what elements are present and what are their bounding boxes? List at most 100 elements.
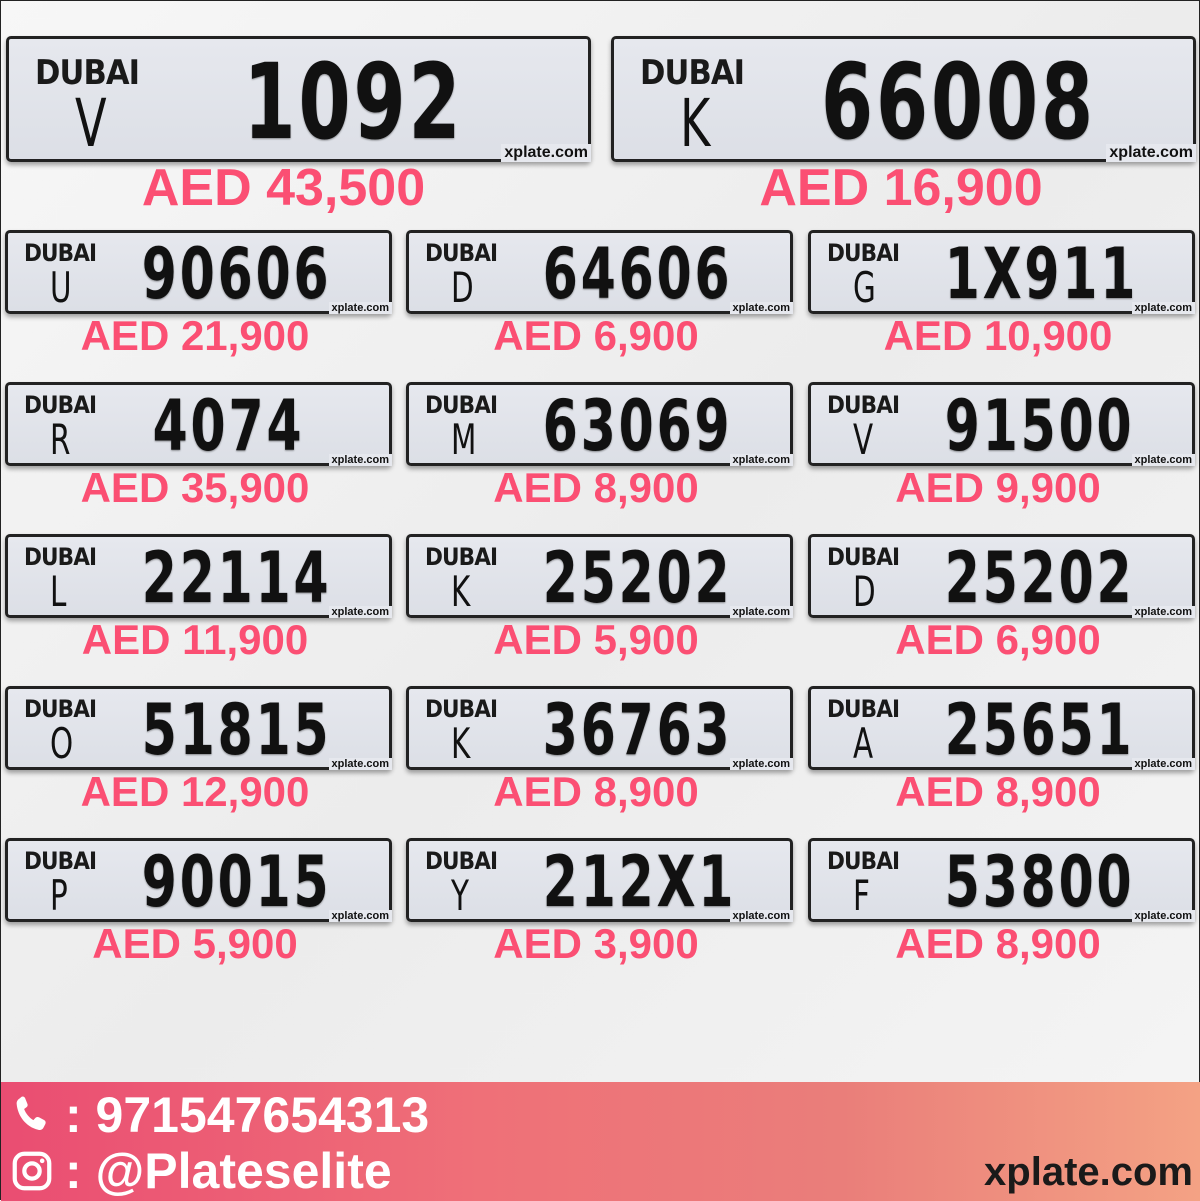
dubai-logo: DUBAI — [425, 543, 498, 571]
phone-icon — [16, 1096, 46, 1131]
plate-watermark: xplate.com — [1131, 758, 1195, 770]
plate-price: AED 11,900 — [81, 616, 309, 663]
plate-letter: G — [853, 263, 876, 312]
plate-watermark: xplate.com — [328, 302, 392, 314]
plate-card[interactable]: DUBAI K 25202 xplate.com — [406, 534, 793, 619]
plate-letter: O — [50, 719, 74, 768]
plate-watermark: xplate.com — [328, 606, 392, 618]
plate-letter: K — [451, 567, 471, 616]
dubai-logo: DUBAI — [24, 695, 97, 723]
plate-card[interactable]: DUBAI O 51815 xplate.com — [5, 686, 392, 771]
dubai-logo: DUBAI — [640, 53, 745, 93]
dubai-logo: DUBAI — [35, 53, 140, 93]
plate-price: AED 5,900 — [493, 616, 699, 663]
dubai-logo: DUBAI — [827, 847, 900, 875]
phone-number[interactable]: : 971547654313 — [65, 1087, 430, 1143]
plate-price: AED 10,900 — [883, 312, 1113, 359]
plate-card[interactable]: DUBAI L 22114 xplate.com — [5, 534, 392, 619]
plate-number: 25202 — [944, 537, 1135, 619]
plate-price: AED 8,900 — [895, 768, 1101, 815]
dubai-logo: DUBAI — [24, 391, 97, 419]
plate-price: AED 5,900 — [92, 920, 298, 967]
plate-card[interactable]: DUBAI G 1X911 xplate.com — [808, 230, 1195, 315]
plate-card[interactable]: DUBAI Y 212X1 xplate.com — [406, 838, 793, 923]
plate-card[interactable]: DUBAI A 25651 xplate.com — [808, 686, 1195, 771]
plate-price: AED 8,900 — [493, 464, 699, 511]
plate-watermark: xplate.com — [729, 302, 793, 314]
plate-number: 4074 — [152, 385, 305, 467]
dubai-logo: DUBAI — [827, 543, 900, 571]
plate-watermark: xplate.com — [1131, 302, 1195, 314]
dubai-logo: DUBAI — [425, 847, 498, 875]
plate-watermark: xplate.com — [729, 758, 793, 770]
plate-number: 90015 — [141, 841, 332, 923]
plate-number: 22114 — [141, 537, 332, 619]
plate-letter: R — [50, 415, 71, 464]
plate-number: 212X1 — [542, 841, 737, 923]
plate-price: AED 8,900 — [493, 768, 699, 815]
plate-number: 53800 — [944, 841, 1135, 923]
plate-card[interactable]: DUBAI D 64606 xplate.com — [406, 230, 793, 315]
plate-watermark: xplate.com — [328, 758, 392, 770]
plate-card[interactable]: DUBAI P 90015 xplate.com — [5, 838, 392, 923]
plate-number: 66008 — [821, 41, 1096, 163]
instagram-handle[interactable]: : @Plateselite — [65, 1143, 392, 1199]
plate-letter: K — [451, 719, 471, 768]
plate-letter: V — [853, 415, 874, 464]
plate-letter: U — [50, 263, 72, 312]
plate-price: AED 9,900 — [895, 464, 1101, 511]
instagram-line: : @Plateselite — [9, 1142, 392, 1200]
plate-letter: A — [853, 719, 874, 768]
plate-number: 1092 — [243, 41, 464, 163]
dubai-logo: DUBAI — [425, 695, 498, 723]
plate-price: AED 35,900 — [80, 464, 310, 511]
plate-card[interactable]: DUBAI K 66008 xplate.com — [611, 36, 1196, 163]
dubai-logo: DUBAI — [24, 847, 97, 875]
plate-number: 25651 — [944, 689, 1135, 771]
plate-watermark: xplate.com — [1131, 910, 1195, 922]
plate-price: AED 43,500 — [141, 159, 426, 217]
plate-price: AED 12,900 — [80, 768, 310, 815]
plate-number: 63069 — [542, 385, 733, 467]
plate-number: 90606 — [141, 233, 332, 315]
plate-card[interactable]: DUBAI U 90606 xplate.com — [5, 230, 392, 315]
dubai-logo: DUBAI — [425, 239, 498, 267]
plate-number: 1X911 — [944, 233, 1139, 315]
plate-watermark: xplate.com — [1106, 144, 1196, 162]
plate-price: AED 6,900 — [493, 312, 699, 359]
plate-card[interactable]: DUBAI M 63069 xplate.com — [406, 382, 793, 467]
plate-watermark: xplate.com — [729, 454, 793, 466]
plate-number: 36763 — [542, 689, 733, 771]
plate-price: AED 6,900 — [895, 616, 1101, 663]
plate-watermark: xplate.com — [729, 606, 793, 618]
plate-letter: Y — [451, 871, 469, 920]
plate-watermark: xplate.com — [328, 454, 392, 466]
plate-watermark: xplate.com — [501, 144, 591, 162]
plate-letter: L — [50, 567, 67, 616]
plate-letter: F — [853, 871, 870, 920]
contact-footer: : 971547654313 : @Plateselite xplate.com — [1, 1082, 1200, 1201]
dubai-logo: DUBAI — [24, 543, 97, 571]
plate-card[interactable]: DUBAI K 36763 xplate.com — [406, 686, 793, 771]
plate-card[interactable]: DUBAI F 53800 xplate.com — [808, 838, 1195, 923]
dubai-logo: DUBAI — [425, 391, 498, 419]
phone-line: : 971547654313 — [9, 1086, 429, 1144]
plate-watermark: xplate.com — [328, 910, 392, 922]
instagram-icon — [12, 1151, 52, 1191]
dubai-logo: DUBAI — [827, 239, 900, 267]
plate-card[interactable]: DUBAI R 4074 xplate.com — [5, 382, 392, 467]
plate-watermark: xplate.com — [1131, 454, 1195, 466]
plate-price: AED 21,900 — [80, 312, 310, 359]
plate-price: AED 16,900 — [759, 159, 1043, 217]
plate-letter: P — [50, 871, 68, 920]
plate-watermark: xplate.com — [1131, 606, 1195, 618]
plate-number: 51815 — [141, 689, 332, 771]
plate-card[interactable]: DUBAI V 91500 xplate.com — [808, 382, 1195, 467]
plate-card[interactable]: DUBAI D 25202 xplate.com — [808, 534, 1195, 619]
plate-watermark: xplate.com — [729, 910, 793, 922]
plate-card[interactable]: DUBAI V 1092 xplate.com — [6, 36, 591, 163]
plate-letter: D — [853, 567, 876, 616]
plate-letter: D — [451, 263, 474, 312]
dubai-logo: DUBAI — [827, 695, 900, 723]
plate-letter: V — [75, 85, 107, 162]
